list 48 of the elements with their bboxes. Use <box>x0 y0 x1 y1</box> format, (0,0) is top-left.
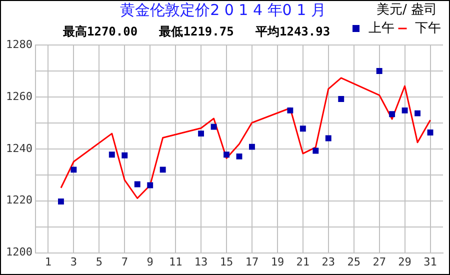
x-tick-label: 25 <box>347 255 360 268</box>
x-tick-label: 5 <box>96 255 102 268</box>
point <box>389 111 396 118</box>
y-axis-title: 美元/ 盎司 <box>376 1 437 18</box>
point <box>70 166 77 173</box>
point <box>224 152 230 158</box>
y-tick-label: 1280 <box>6 38 32 51</box>
x-tick-label: 17 <box>245 255 259 268</box>
x-tick-label: 23 <box>322 255 336 268</box>
point <box>402 107 408 114</box>
point <box>312 148 319 154</box>
point <box>160 166 166 173</box>
point <box>300 126 306 132</box>
y-tick-label: 1200 <box>6 246 32 259</box>
point <box>236 153 242 160</box>
x-tick-label: 27 <box>372 255 386 268</box>
x-tick-label: 19 <box>270 255 284 268</box>
x-tick-label: 15 <box>220 255 234 268</box>
y-tick-label: 1220 <box>6 194 32 207</box>
point <box>147 182 154 188</box>
chart-title: 黄金伦敦定价2 0 1 4 年0 1 月 <box>120 0 326 19</box>
point <box>376 68 382 74</box>
point <box>122 152 128 158</box>
x-tick-label: 3 <box>70 255 78 268</box>
x-tick-label: 29 <box>398 255 412 268</box>
x-tick-label: 31 <box>424 255 437 268</box>
point <box>198 130 204 137</box>
x-tick-label: 9 <box>146 255 154 268</box>
point <box>249 144 255 150</box>
point <box>108 152 115 158</box>
legend-label: 上午 <box>368 20 394 36</box>
point <box>287 107 294 114</box>
x-tick-label: 21 <box>296 255 310 268</box>
point <box>58 198 64 204</box>
legend-label: 下午 <box>415 20 441 36</box>
y-tick-label: 1240 <box>6 142 32 155</box>
x-tick-label: 11 <box>168 255 182 268</box>
point <box>325 135 332 142</box>
x-tick-label: 13 <box>194 255 208 268</box>
y-tick-label: 1260 <box>6 90 32 103</box>
point <box>210 124 217 130</box>
x-tick-label: 1 <box>44 255 52 268</box>
point <box>427 130 434 136</box>
point <box>134 181 140 188</box>
point <box>338 96 344 102</box>
point <box>414 110 421 116</box>
x-tick-label: 7 <box>121 255 128 268</box>
chart-subtitle: 最高1270.00 最低1219.75 平均1243.93 <box>62 24 330 39</box>
